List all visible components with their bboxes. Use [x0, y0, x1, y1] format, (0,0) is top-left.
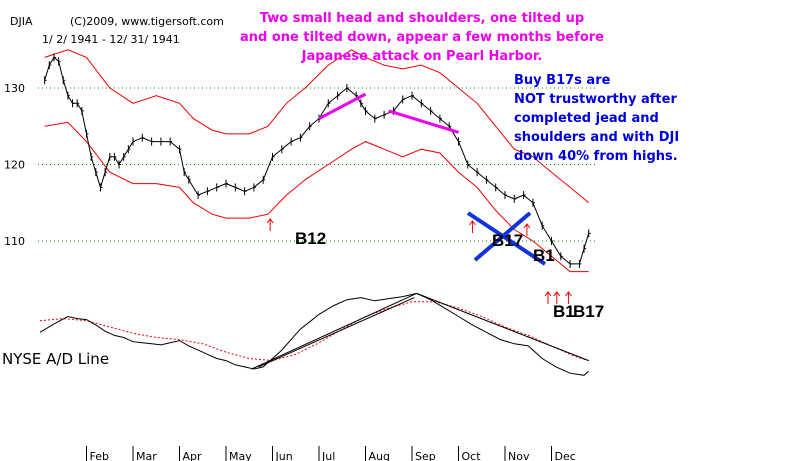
- signal-arrow-b17-head: [469, 220, 476, 226]
- month-label-feb: Feb: [90, 450, 109, 461]
- ad-line-label: NYSE A/D Line: [2, 350, 110, 368]
- y-tick-label-110: 110: [4, 235, 25, 248]
- upper-band-line: [44, 49, 590, 204]
- signal-arrow-dec-3-head: [565, 291, 572, 297]
- annotation-line: completed jead and: [514, 111, 659, 126]
- hs-trendline-down: [388, 109, 459, 134]
- y-tick-label-120: 120: [4, 159, 25, 172]
- chart-copyright: (C)2009, www.tigersoft.com: [70, 15, 224, 28]
- cross-stroke-b: [473, 211, 532, 262]
- chart-title: DJIA: [10, 15, 33, 28]
- signal-arrow-b12-head: [266, 218, 274, 224]
- annotation-line: Buy B17s are: [514, 73, 611, 88]
- signal-label-b1: B1: [533, 246, 555, 265]
- head-shoulders-annotation: Two small head and shoulders, one tilted…: [232, 9, 612, 66]
- signal-arrow-dec-2-head: [553, 291, 561, 297]
- annotation-line: Japanese attack on Pearl Harbor.: [301, 49, 543, 64]
- annotation-line: NOT trustworthy after: [514, 92, 677, 107]
- signal-label-b1-dec: B1: [553, 302, 575, 321]
- month-label-sep: Sep: [415, 450, 436, 461]
- djia-price-line: [44, 56, 590, 265]
- hs-trendline-up: [318, 92, 367, 120]
- ad-trendline-up: [251, 292, 417, 370]
- signal-label-b17: B17: [492, 231, 524, 250]
- month-label-may: May: [229, 450, 252, 461]
- signal-label-b12: B12: [295, 229, 327, 248]
- ad-trendline-up-2: [258, 297, 415, 368]
- annotation-line: and one tilted down, appear a few months…: [240, 30, 604, 45]
- lower-band-line: [44, 121, 589, 273]
- ad-moving-average: [39, 301, 589, 362]
- signal-label-b17-dec: B17: [573, 302, 605, 321]
- y-tick-label-130: 130: [4, 82, 25, 95]
- month-label-dec: Dec: [555, 450, 576, 461]
- month-label-oct: Oct: [462, 450, 482, 461]
- signal-arrow-dec-1-head: [544, 291, 552, 297]
- annotation-line: down 40% from highs.: [514, 149, 678, 164]
- month-label-nov: Nov: [508, 450, 530, 461]
- annotation-line: Two small head and shoulders, one tilted…: [259, 11, 585, 26]
- month-label-mar: Mar: [136, 450, 157, 461]
- annotation-line: shoulders and with DJI: [514, 130, 680, 145]
- b17-warning-annotation: Buy B17s are NOT trustworthy after compl…: [514, 71, 679, 166]
- month-label-aug: Aug: [369, 450, 390, 461]
- cross-stroke-a: [466, 211, 547, 266]
- ad-line: [39, 292, 590, 376]
- ad-trendline-down: [416, 292, 589, 362]
- month-label-apr: Apr: [183, 450, 203, 461]
- month-label-jul: Jul: [321, 450, 335, 461]
- month-label-jun: Jun: [275, 450, 293, 461]
- signal-arrow-b1-head: [523, 223, 531, 229]
- chart-date-range: 1/ 2/ 1941 - 12/ 31/ 1941: [42, 33, 180, 46]
